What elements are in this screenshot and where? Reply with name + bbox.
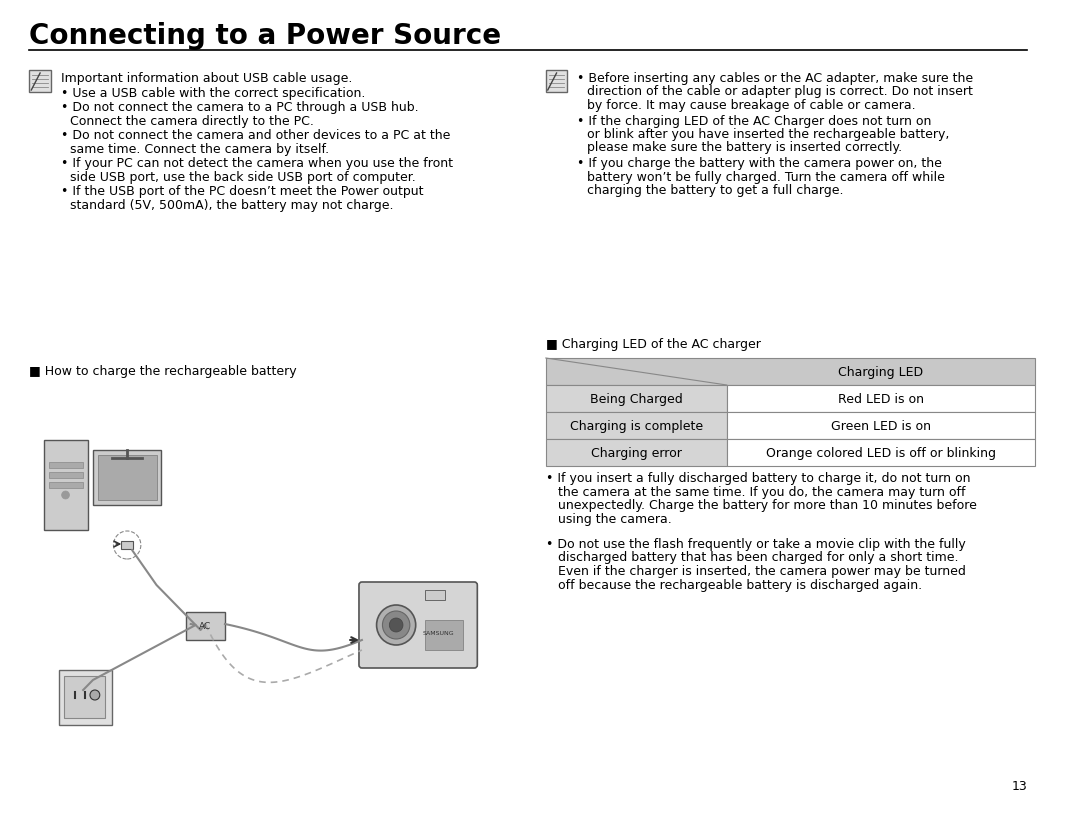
Text: • If you insert a fully discharged battery to charge it, do not turn on: • If you insert a fully discharged batte…	[545, 472, 970, 485]
FancyBboxPatch shape	[359, 582, 477, 668]
Text: • If you charge the battery with the camera power on, the: • If you charge the battery with the cam…	[577, 157, 942, 170]
Bar	[545, 385, 727, 412]
Bar	[545, 358, 1035, 385]
Bar	[93, 450, 161, 505]
Text: ■ Charging LED of the AC charger: ■ Charging LED of the AC charger	[545, 338, 760, 351]
Text: using the camera.: using the camera.	[557, 512, 672, 525]
Text: • Do not connect the camera to a PC through a USB hub.: • Do not connect the camera to a PC thro…	[60, 101, 418, 114]
Bar	[727, 385, 1035, 412]
Circle shape	[389, 618, 403, 632]
Bar	[545, 412, 727, 439]
Text: off because the rechargeable battery is discharged again.: off because the rechargeable battery is …	[557, 579, 921, 592]
Circle shape	[62, 491, 69, 499]
Bar	[44, 440, 89, 530]
Text: • Do not use the flash frequently or take a movie clip with the fully: • Do not use the flash frequently or tak…	[545, 538, 966, 551]
Text: Green LED is on: Green LED is on	[831, 420, 931, 433]
Circle shape	[377, 605, 416, 645]
Text: • Before inserting any cables or the AC adapter, make sure the: • Before inserting any cables or the AC …	[577, 72, 973, 85]
Text: or blink after you have inserted the rechargeable battery,: or blink after you have inserted the rec…	[586, 128, 949, 141]
Text: Important information about USB cable usage.: Important information about USB cable us…	[60, 72, 352, 85]
Bar	[727, 412, 1035, 439]
Text: charging the battery to get a full charge.: charging the battery to get a full charg…	[586, 184, 843, 197]
Bar	[121, 541, 133, 549]
Text: Orange colored LED is off or blinking: Orange colored LED is off or blinking	[766, 447, 996, 460]
Text: by force. It may cause breakage of cable or camera.: by force. It may cause breakage of cable…	[586, 99, 916, 112]
Circle shape	[90, 690, 99, 700]
Text: direction of the cable or adapter plug is correct. Do not insert: direction of the cable or adapter plug i…	[586, 85, 973, 98]
Bar	[727, 439, 1035, 466]
Text: AC: AC	[200, 621, 212, 631]
Bar	[545, 439, 727, 466]
Text: side USB port, use the back side USB port of computer.: side USB port, use the back side USB por…	[70, 171, 416, 184]
Text: Being Charged: Being Charged	[590, 393, 683, 406]
Text: same time. Connect the camera by itself.: same time. Connect the camera by itself.	[70, 142, 329, 155]
Text: • Use a USB cable with the correct specification.: • Use a USB cable with the correct speci…	[60, 86, 365, 99]
Bar	[49, 462, 83, 468]
Text: SAMSUNG: SAMSUNG	[422, 631, 454, 636]
Text: Connect the camera directly to the PC.: Connect the camera directly to the PC.	[70, 115, 314, 128]
Text: • If the USB port of the PC doesn’t meet the Power output: • If the USB port of the PC doesn’t meet…	[60, 185, 423, 198]
Bar	[426, 620, 462, 650]
Text: Charging error: Charging error	[591, 447, 681, 460]
Bar	[426, 590, 445, 600]
Text: 13: 13	[1011, 780, 1027, 793]
Text: • Do not connect the camera and other devices to a PC at the: • Do not connect the camera and other de…	[60, 129, 450, 142]
Circle shape	[382, 611, 409, 639]
Text: Connecting to a Power Source: Connecting to a Power Source	[29, 22, 501, 50]
Bar	[49, 472, 83, 478]
Text: ■ How to charge the rechargeable battery: ■ How to charge the rechargeable battery	[29, 365, 297, 378]
Text: Charging LED: Charging LED	[838, 366, 923, 379]
Bar	[64, 676, 105, 718]
Text: Charging is complete: Charging is complete	[570, 420, 703, 433]
Bar	[58, 670, 112, 725]
Bar	[29, 70, 51, 92]
Bar	[545, 70, 567, 92]
Text: please make sure the battery is inserted correctly.: please make sure the battery is inserted…	[586, 141, 902, 154]
Bar	[49, 482, 83, 488]
Text: unexpectedly. Charge the battery for more than 10 minutes before: unexpectedly. Charge the battery for mor…	[557, 499, 976, 512]
Text: discharged battery that has been charged for only a short time.: discharged battery that has been charged…	[557, 551, 958, 564]
Text: Red LED is on: Red LED is on	[838, 393, 923, 406]
Text: the camera at the same time. If you do, the camera may turn off: the camera at the same time. If you do, …	[557, 485, 966, 498]
Text: • If the charging LED of the AC Charger does not turn on: • If the charging LED of the AC Charger …	[577, 115, 931, 128]
Text: • If your PC can not detect the camera when you use the front: • If your PC can not detect the camera w…	[60, 157, 453, 170]
Text: standard (5V, 500mA), the battery may not charge.: standard (5V, 500mA), the battery may no…	[70, 198, 394, 211]
Bar	[98, 455, 157, 500]
Bar	[186, 612, 225, 640]
Text: battery won’t be fully charged. Turn the camera off while: battery won’t be fully charged. Turn the…	[586, 171, 945, 184]
Text: Even if the charger is inserted, the camera power may be turned: Even if the charger is inserted, the cam…	[557, 565, 966, 578]
